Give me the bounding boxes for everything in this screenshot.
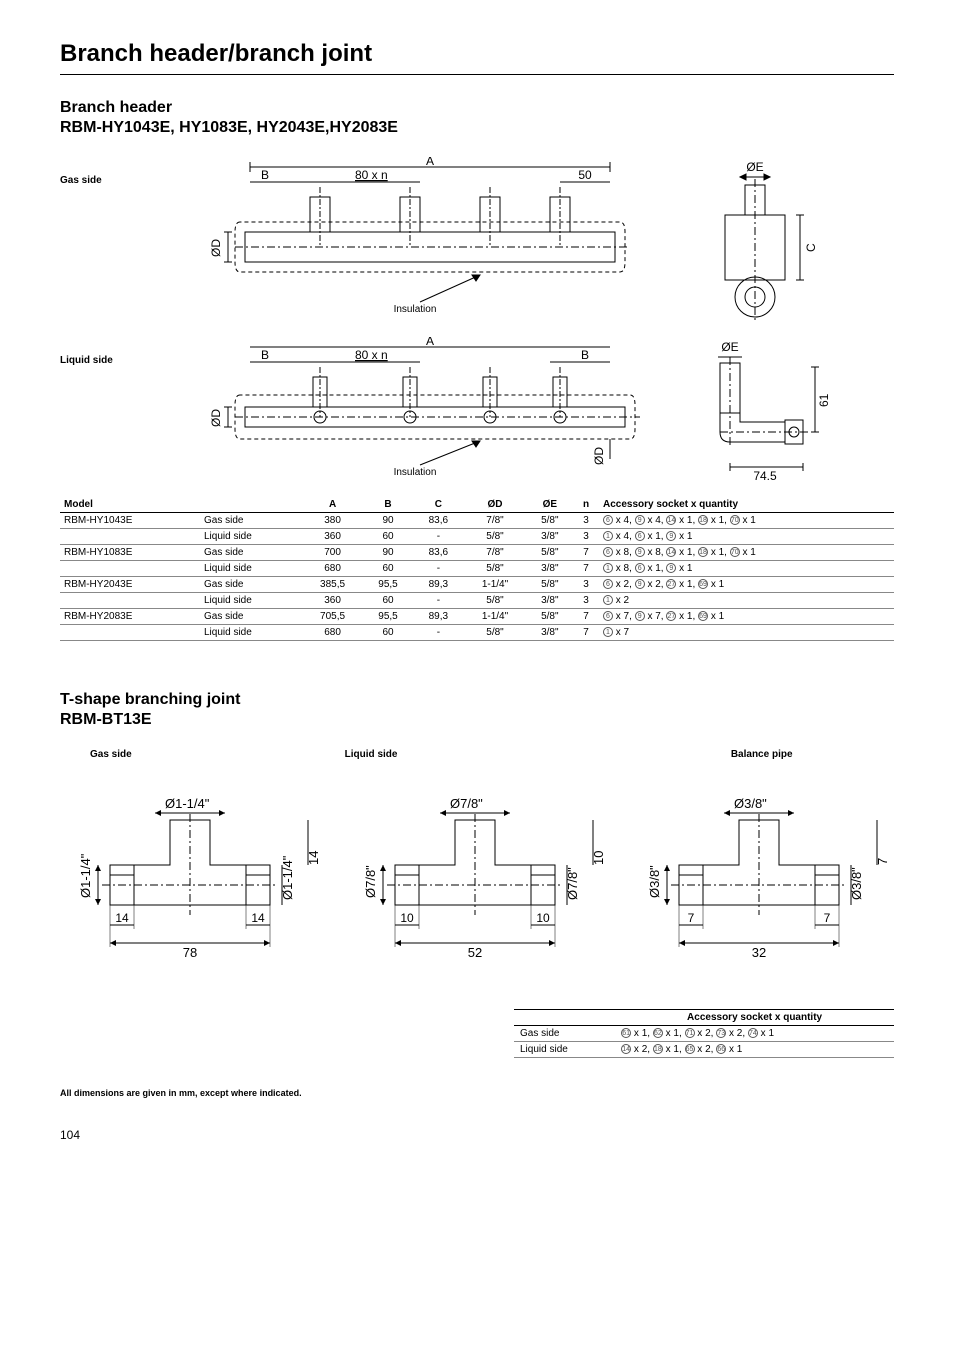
svg-text:Insulation: Insulation bbox=[394, 467, 437, 478]
svg-text:Ø3/8": Ø3/8" bbox=[734, 796, 767, 811]
balance-col-label: Balance pipe bbox=[629, 749, 894, 760]
svg-text:ØE: ØE bbox=[746, 160, 763, 174]
svg-text:ØD: ØD bbox=[592, 447, 606, 465]
svg-text:ØD: ØD bbox=[209, 239, 223, 257]
svg-text:B: B bbox=[261, 168, 269, 182]
footnote: All dimensions are given in mm, except w… bbox=[60, 1088, 894, 1098]
section2-heading: T-shape branching joint bbox=[60, 691, 894, 709]
svg-text:B: B bbox=[581, 348, 589, 362]
svg-text:A: A bbox=[426, 157, 434, 168]
liquid-header-diagram: A B 80 x n B Insulation ØD bbox=[190, 337, 670, 487]
liquid-elbow-diagram: ØE 61 74.5 bbox=[670, 337, 840, 487]
gas-col-label: Gas side bbox=[60, 749, 325, 760]
svg-text:80 x n: 80 x n bbox=[355, 168, 388, 182]
liquid-side-label: Liquid side bbox=[60, 355, 113, 366]
gas-header-diagram: A B 80 x n 50 bbox=[190, 157, 670, 327]
accessory-table: Accessory socket x quantity Gas side61 x… bbox=[514, 1009, 894, 1058]
svg-text:78: 78 bbox=[183, 945, 197, 960]
svg-text:7: 7 bbox=[688, 911, 695, 925]
svg-text:C: C bbox=[804, 243, 818, 252]
svg-text:10: 10 bbox=[400, 911, 414, 925]
svg-text:B: B bbox=[261, 348, 269, 362]
svg-text:Ø1-1/4": Ø1-1/4" bbox=[165, 796, 210, 811]
svg-text:32: 32 bbox=[752, 945, 766, 960]
tjoint-balance-diagram: Ø3/8"Ø3/8"Ø3/8"7137732 bbox=[629, 790, 889, 990]
svg-text:Ø1-1/4": Ø1-1/4" bbox=[78, 853, 93, 898]
svg-text:Insulation: Insulation bbox=[394, 304, 437, 315]
page-title: Branch header/branch joint bbox=[60, 40, 894, 75]
svg-text:7: 7 bbox=[824, 911, 831, 925]
svg-text:A: A bbox=[426, 337, 434, 348]
svg-text:80 x n: 80 x n bbox=[355, 348, 388, 362]
svg-text:ØE: ØE bbox=[721, 340, 738, 354]
section1-heading: Branch header bbox=[60, 99, 894, 117]
section2-model: RBM-BT13E bbox=[60, 711, 894, 729]
svg-text:50: 50 bbox=[578, 168, 592, 182]
svg-text:14: 14 bbox=[251, 911, 265, 925]
svg-text:52: 52 bbox=[467, 945, 481, 960]
svg-text:ØD: ØD bbox=[209, 409, 223, 427]
svg-text:Ø3/8": Ø3/8" bbox=[647, 865, 662, 898]
svg-text:Ø7/8": Ø7/8" bbox=[363, 865, 378, 898]
svg-text:14: 14 bbox=[115, 911, 129, 925]
liquid-col-label: Liquid side bbox=[345, 749, 610, 760]
svg-text:61: 61 bbox=[817, 393, 831, 407]
svg-text:74.5: 74.5 bbox=[753, 469, 777, 483]
tjoint-gas-diagram: Ø1-1/4"Ø1-1/4"Ø1-1/4"1439141478 bbox=[60, 790, 320, 990]
branch-header-table: ModelABCØDØEnAccessory socket x quantity… bbox=[60, 497, 894, 641]
tjoint-liquid-diagram: Ø7/8"Ø7/8"Ø7/8"1026101052 bbox=[345, 790, 605, 990]
page-number: 104 bbox=[60, 1128, 894, 1142]
section1-models: RBM-HY1043E, HY1083E, HY2043E,HY2083E bbox=[60, 119, 894, 137]
gas-flange-diagram: ØE C bbox=[670, 157, 840, 327]
svg-text:10: 10 bbox=[536, 911, 550, 925]
svg-text:Ø7/8": Ø7/8" bbox=[450, 796, 483, 811]
gas-side-label: Gas side bbox=[60, 175, 102, 186]
